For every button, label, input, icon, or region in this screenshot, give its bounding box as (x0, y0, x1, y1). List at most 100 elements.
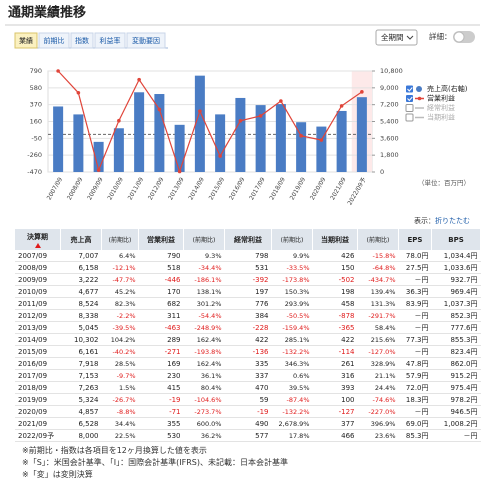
x-tick-label: 2008/09 (66, 176, 85, 201)
y-tick-label: 160 (30, 118, 42, 126)
table-cell: -365 (312, 321, 358, 334)
column-header: (前期比) (183, 229, 225, 250)
table-cell: 198 (312, 285, 358, 298)
check (407, 87, 413, 92)
tab-label[interactable]: 業績 (19, 36, 33, 45)
table-cell: 72.0円 (398, 381, 432, 394)
table-cell: -878 (312, 309, 358, 322)
x-tick-label: 2019/09 (289, 176, 308, 201)
table-cell: -392 (224, 273, 272, 286)
legend-checkbox[interactable] (405, 104, 414, 112)
bar (93, 141, 104, 172)
column-header: BPS (431, 229, 481, 250)
tab-label[interactable]: 前期比 (44, 36, 65, 45)
table-cell: -463 (138, 321, 184, 334)
table-row: 2022/09予 8,000 22.5% 530 36.2% 577 17.8% 466 23.… (15, 429, 481, 442)
table-cell: -2.2% (101, 309, 139, 322)
table-cell: 862.0円 (431, 357, 481, 370)
table-cell: -8.8% (101, 405, 139, 418)
table-cell: 261 (312, 357, 358, 370)
legend-icon (417, 96, 422, 101)
x-tick-label: 2009/09 (86, 176, 105, 201)
table-cell: -127 (312, 405, 358, 418)
table-cell: 69.0円 (398, 417, 432, 430)
chart-panel: 通期業績推移 全期間 詳細： （単位：百万円） 業績 前期比 指数 利益率 変動要因 79… (5, 5, 480, 207)
table-cell: -173.8% (271, 273, 313, 286)
table-cell: 77.3円 (398, 333, 432, 346)
table-cell: -132.2% (271, 345, 313, 358)
tab[interactable] (94, 32, 126, 49)
table-row: 2018/09 7,263 1.5% 415 80.4% 470 39.5% 393 24.4%… (15, 381, 481, 394)
table-controls: 表示：折りたたむ (15, 216, 470, 226)
period-dropdown[interactable] (375, 29, 418, 46)
table-cell: 2007/09 (15, 250, 61, 262)
table-cell: -114 (312, 345, 358, 358)
table-cell: 162.4% (183, 357, 225, 370)
y2-tick-label: 10,800 (380, 67, 403, 75)
table-cell: 289 (138, 333, 184, 346)
collapse-link[interactable]: 折りたたむ (435, 217, 470, 225)
table-cell: 1,037.3円 (431, 297, 481, 310)
table-cell: 5,324 (60, 393, 102, 406)
table-cell: －円 (398, 405, 432, 418)
table-row: 2011/09 8,524 82.3% 682 301.2% 776 293.9% 458 13… (15, 297, 481, 310)
legend-label: 経常利益 (427, 103, 455, 112)
legend-checkbox[interactable] (405, 113, 414, 122)
tab-label[interactable]: 指数 (75, 36, 89, 45)
table-cell: 969.4円 (431, 285, 481, 298)
table-cell: 150 (312, 261, 358, 274)
tab[interactable] (14, 32, 38, 49)
bar (336, 110, 347, 172)
column-header: 営業利益 (138, 229, 184, 250)
table-cell: 7,153 (60, 369, 102, 382)
legend-checkbox[interactable] (406, 95, 413, 102)
y2-tick-label: 7,200 (380, 101, 399, 109)
table-cell: 2018/09 (15, 381, 61, 394)
point (157, 107, 162, 112)
table-cell: 58.4% (357, 321, 399, 334)
period-select[interactable]: 全期間 (381, 32, 404, 42)
bar (154, 94, 165, 172)
tab-label[interactable]: 変動要因 (132, 36, 160, 45)
x-tick-label: 2012/09 (147, 176, 166, 201)
y-tick-label: 580 (30, 84, 42, 92)
column-header: 当期利益 (312, 229, 358, 250)
table-cell: -34.4% (183, 261, 225, 274)
table-cell: 22.5% (101, 429, 139, 442)
table-cell: -87.4% (271, 393, 313, 406)
tab[interactable] (126, 32, 166, 49)
column-header: EPS (398, 229, 432, 250)
table-cell: -136 (224, 345, 272, 358)
table-cell: 9.9% (271, 250, 313, 262)
y2-tick-label: 5,400 (380, 118, 399, 126)
table-cell: -291.7% (357, 309, 399, 322)
table-cell: 59 (224, 393, 272, 406)
table-cell: 346.3% (271, 357, 313, 370)
bar (275, 104, 286, 172)
bar (73, 114, 84, 172)
table-cell: 932.7円 (431, 273, 481, 286)
table-cell: 104.2% (101, 333, 139, 346)
column-header: (前期比) (271, 229, 313, 250)
x-tick-label: 2021/09 (329, 176, 348, 201)
column-header: (前期比) (101, 229, 139, 250)
table-cell: 170 (138, 285, 184, 298)
table-cell: 422 (312, 333, 358, 346)
table-cell: 2012/09 (15, 309, 61, 322)
column-header: 決算期 (15, 229, 61, 250)
point (258, 114, 263, 118)
tab-label[interactable]: 利益率 (100, 36, 121, 45)
table-cell: 7,918 (60, 357, 102, 370)
table-cell: 2014/09 (15, 333, 61, 346)
x-tick-label: 2014/09 (187, 176, 206, 201)
y-tick-label: 370 (30, 101, 42, 109)
table-cell: 790 (138, 250, 184, 262)
legend-checkbox[interactable] (406, 85, 413, 93)
tab[interactable] (38, 32, 70, 49)
bar (53, 106, 64, 172)
table-cell: -64.8% (357, 261, 399, 274)
tab[interactable] (70, 32, 94, 49)
y2-tick-label: 0 (380, 168, 384, 176)
table-cell: －円 (398, 309, 432, 322)
controls-label: 表示： (414, 217, 435, 225)
